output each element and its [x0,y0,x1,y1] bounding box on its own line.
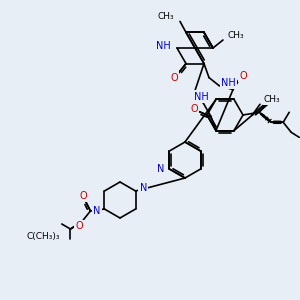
Text: O: O [170,73,178,82]
Text: O: O [239,70,247,81]
Text: NH: NH [194,92,208,102]
Text: O: O [190,103,198,114]
Text: N: N [157,164,164,174]
Text: CH₃: CH₃ [228,32,244,40]
Text: NH: NH [156,41,171,51]
Text: N: N [93,206,100,216]
Text: CH₃: CH₃ [264,95,280,104]
Text: NH: NH [221,78,236,88]
Text: C(CH₃)₃: C(CH₃)₃ [27,232,60,242]
Text: O: O [76,221,83,231]
Text: O: O [80,191,87,201]
Text: CH₃: CH₃ [158,12,174,21]
Text: N: N [140,183,147,193]
